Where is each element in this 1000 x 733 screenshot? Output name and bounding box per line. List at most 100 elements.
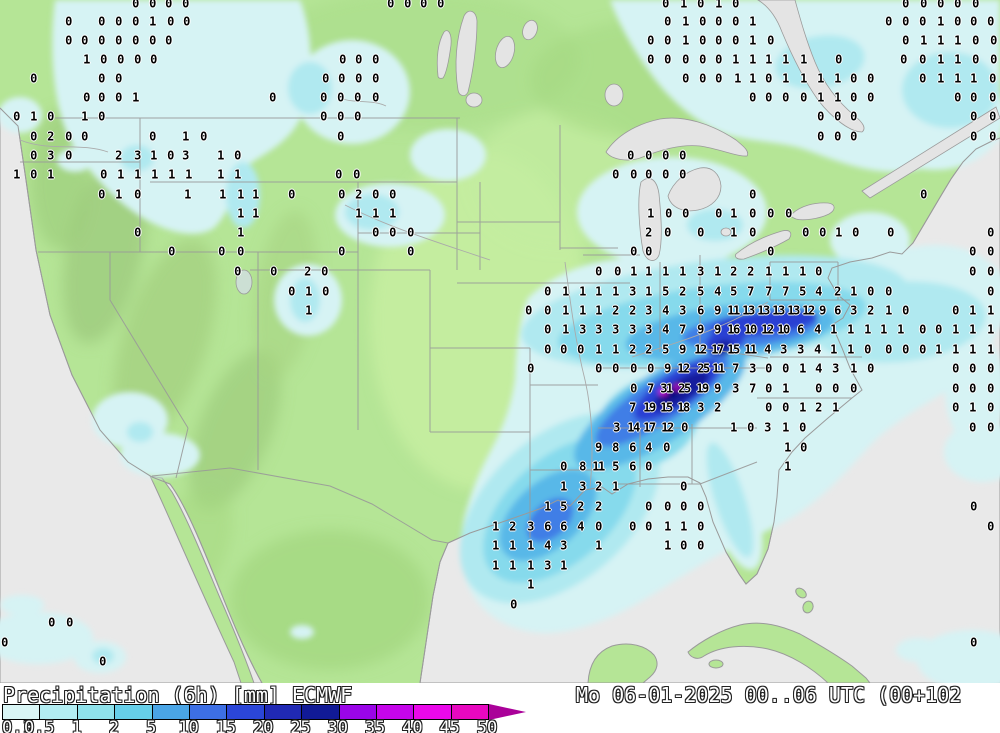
grid-value: 2 <box>115 148 122 163</box>
grid-value: 1 <box>664 538 671 553</box>
grid-value: 19 <box>643 400 656 415</box>
grid-value: 1 <box>800 52 807 67</box>
grid-value: 1 <box>305 284 312 299</box>
grid-value: 0 <box>954 90 961 105</box>
grid-value: 0 <box>168 244 175 259</box>
grid-value: 6 <box>697 303 704 318</box>
grid-value: 3 <box>629 284 636 299</box>
grid-value: 0 <box>237 244 244 259</box>
grid-value: 0 <box>647 361 654 376</box>
grid-value: 0 <box>134 52 141 67</box>
grid-value: 0 <box>850 381 857 396</box>
scale-tick-label: 15 <box>215 718 237 733</box>
grid-value: 0 <box>372 71 379 86</box>
lake-michigan <box>638 178 662 261</box>
grid-value: 0 <box>132 0 139 11</box>
grid-value: 0 <box>134 187 141 202</box>
scale-overflow-arrow-icon <box>489 704 526 720</box>
scale-tick-label: 20 <box>252 718 274 733</box>
grid-value: 11 <box>727 303 740 318</box>
grid-value: 0 <box>887 225 894 240</box>
grid-value: 0 <box>30 148 37 163</box>
grid-value: 0 <box>767 244 774 259</box>
grid-value: 1 <box>562 303 569 318</box>
grid-value: 0 <box>850 71 857 86</box>
grid-value: 0 <box>835 52 842 67</box>
grid-value: 1 <box>527 558 534 573</box>
grid-value: 0 <box>647 33 654 48</box>
grid-value: 1 <box>817 71 824 86</box>
grid-value: 1 <box>630 264 637 279</box>
grid-value: 0 <box>989 129 996 144</box>
grid-value: 0 <box>338 187 345 202</box>
grid-value: 1 <box>749 71 756 86</box>
grid-value: 1 <box>252 187 259 202</box>
grid-value: 12 <box>802 303 815 318</box>
grid-value: 11 <box>744 342 757 357</box>
grid-value: 1 <box>509 558 516 573</box>
grid-value: 1 <box>234 167 241 182</box>
scale-tick-label: 0.1 <box>2 718 33 733</box>
grid-value: 4 <box>714 284 721 299</box>
grid-value: 0 <box>867 90 874 105</box>
grid-value: 1 <box>560 479 567 494</box>
grid-value: 0 <box>920 187 927 202</box>
grid-value: 2 <box>595 479 602 494</box>
grid-value: 0 <box>715 71 722 86</box>
grid-value: 3 <box>697 264 704 279</box>
grid-value: 0 <box>834 129 841 144</box>
grid-value: 2 <box>509 519 516 534</box>
grid-value: 0 <box>885 284 892 299</box>
grid-value: 0 <box>697 0 704 11</box>
grid-value: 1 <box>492 558 499 573</box>
grid-value: 0 <box>407 225 414 240</box>
grid-value: 0 <box>665 206 672 221</box>
grid-value: 0 <box>749 90 756 105</box>
grid-value: 1 <box>527 538 534 553</box>
grid-value: 0 <box>987 519 994 534</box>
canadian-lake <box>522 19 538 41</box>
grid-value: 0 <box>952 303 959 318</box>
color-scale <box>2 704 489 720</box>
grid-value: 1 <box>835 225 842 240</box>
grid-value: 0 <box>389 225 396 240</box>
grid-value: 0 <box>81 129 88 144</box>
grid-value: 0 <box>645 167 652 182</box>
grid-value: 1 <box>987 303 994 318</box>
grid-value: 0 <box>664 52 671 67</box>
grid-value: 0 <box>970 129 977 144</box>
grid-value: 1 <box>150 148 157 163</box>
grid-value: 0 <box>682 206 689 221</box>
grid-value: 0 <box>149 33 156 48</box>
grid-value: 0 <box>66 615 73 630</box>
grid-value: 0 <box>832 381 839 396</box>
grid-value: 1 <box>664 519 671 534</box>
grid-value: 0 <box>115 33 122 48</box>
scale-segment <box>227 705 265 719</box>
grid-value: 2 <box>612 303 619 318</box>
grid-value: 0 <box>117 52 124 67</box>
grid-value: 1 <box>864 322 871 337</box>
grid-value: 3 <box>579 322 586 337</box>
grid-value: 0 <box>544 322 551 337</box>
scale-segment <box>152 705 190 719</box>
grid-value: 0 <box>664 225 671 240</box>
grid-value: 0 <box>919 14 926 29</box>
grid-value: 0 <box>972 0 979 11</box>
grid-value: 1 <box>954 33 961 48</box>
grid-value: 1 <box>168 167 175 182</box>
grid-value: 1 <box>182 129 189 144</box>
grid-value: 1 <box>389 206 396 221</box>
grid-value: 1 <box>987 322 994 337</box>
scale-segment <box>40 705 78 719</box>
grid-value: 0 <box>987 14 994 29</box>
grid-value: 0 <box>627 148 634 163</box>
grid-value: 0 <box>115 14 122 29</box>
grid-value: 4 <box>814 342 821 357</box>
grid-value: 0 <box>850 129 857 144</box>
grid-value: 1 <box>850 361 857 376</box>
grid-value: 0 <box>715 33 722 48</box>
lake-huron <box>667 167 722 212</box>
lake-winnipeg <box>455 10 478 96</box>
